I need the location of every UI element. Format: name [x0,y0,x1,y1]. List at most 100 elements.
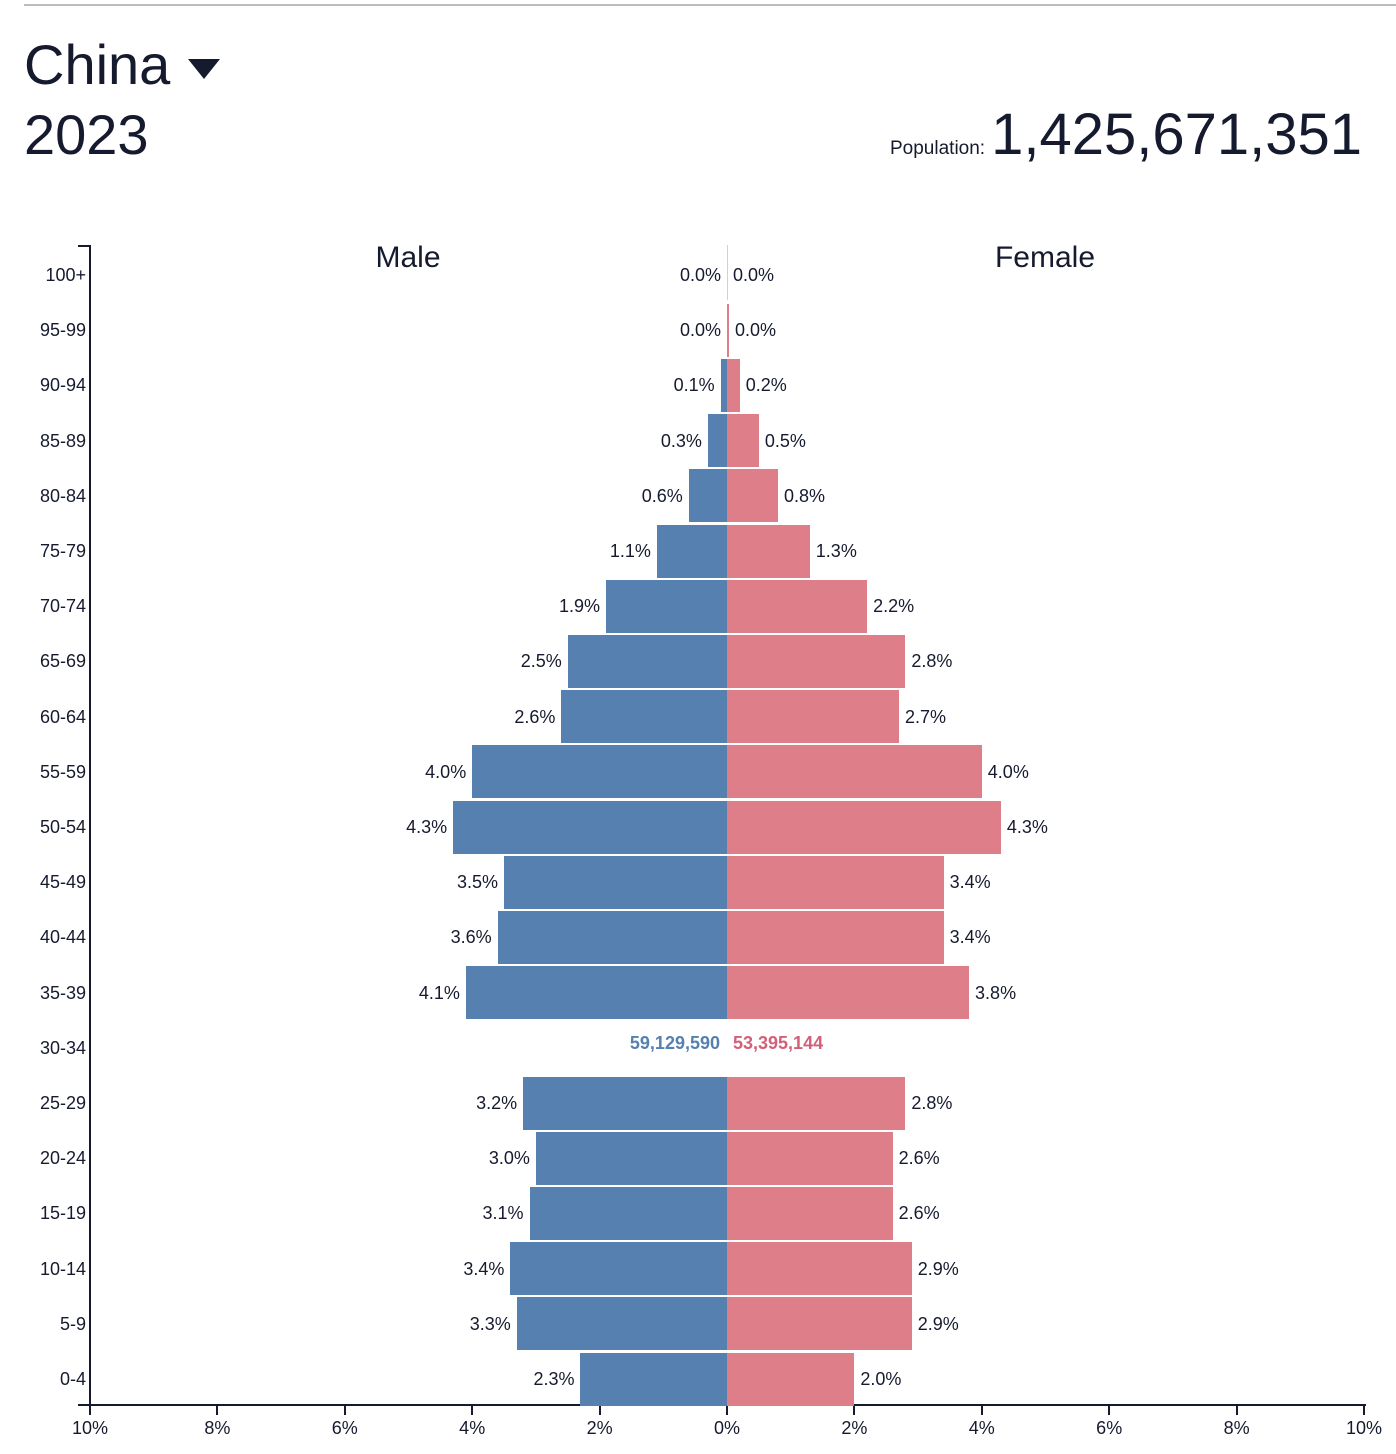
male-value-label: 0.1% [673,375,715,396]
female-bar-65-69[interactable] [727,634,906,688]
male-value-label: 0.3% [660,430,702,451]
y-axis-label-70-74: 70-74 [39,596,86,617]
x-axis-tick-label: 4% [968,1418,995,1438]
country-selector[interactable]: China [24,30,221,100]
y-axis-label-75-79: 75-79 [39,541,86,561]
y-axis-label-80-84: 80-84 [39,485,86,506]
female-bar-15-19[interactable] [727,1186,893,1240]
x-axis-tick [1235,1405,1238,1415]
female-bar-10-14[interactable] [727,1242,912,1296]
y-axis-label-100+: 100+ [45,265,86,285]
x-axis-tick [1108,1405,1111,1415]
caret-down-icon[interactable] [188,59,221,79]
female-bar-75-79[interactable] [727,524,810,578]
y-axis-label-10-14: 10-14 [39,1258,86,1279]
male-bar-10-14[interactable] [510,1242,727,1296]
y-axis-top-tick [78,245,90,247]
female-bar-60-64[interactable] [727,690,899,744]
year-label: 2023 [24,103,149,166]
female-value-label: 2.9% [917,1313,959,1334]
top-divider [24,4,1396,6]
female-value-label: 0.0% [733,265,775,285]
female-bar-25-29[interactable] [727,1076,906,1130]
female-value-label: 2.6% [898,1148,940,1169]
y-axis-label-45-49: 45-49 [39,872,86,893]
female-bar-70-74[interactable] [727,579,868,633]
male-bar-45-49[interactable] [504,855,727,909]
female-bar-80-84[interactable] [727,469,778,523]
x-axis-tick-label: 8% [1223,1418,1250,1438]
male-bar-85-89[interactable] [707,414,727,468]
y-axis-label-5-9: 5-9 [59,1313,86,1334]
y-axis-label-50-54: 50-54 [39,817,86,837]
female-bar-95-99[interactable] [727,303,729,357]
female-bar-35-39[interactable] [727,966,970,1020]
male-bar-80-84[interactable] [688,469,727,523]
y-axis-label-20-24: 20-24 [39,1148,86,1169]
male-value-label: 3.2% [476,1093,518,1113]
female-value-label: 0.2% [745,375,787,396]
male-value-label: 4.3% [406,817,448,837]
female-legend-title: Female [994,241,1096,274]
female-value-label: 2.7% [904,706,947,727]
female-value-label: 2.8% [911,1093,953,1113]
male-bar-65-69[interactable] [567,634,727,688]
female-bar-85-89[interactable] [727,414,759,468]
female-bar-90-94[interactable] [727,358,740,412]
female-value-label: 0.0% [735,320,777,341]
female-bar-5-9[interactable] [727,1297,912,1351]
male-bar-75-79[interactable] [656,524,727,578]
female-value-label: 2.0% [860,1369,902,1389]
female-value-label: 4.3% [1006,817,1048,837]
x-axis-tick [1363,1405,1365,1415]
male-value-label: 1.1% [609,541,651,561]
male-value-label: 1.9% [558,596,600,617]
male-bar-25-29[interactable] [523,1076,727,1130]
male-bar-5-9[interactable] [516,1297,727,1351]
y-axis-label-15-19: 15-19 [39,1203,86,1224]
male-bar-20-24[interactable] [535,1131,727,1185]
male-value-label: 4.1% [418,982,460,1003]
y-axis-line [89,245,91,1407]
x-axis-tick [89,1405,91,1415]
female-value-label: 2.6% [898,1203,940,1224]
male-value-label: 3.0% [488,1148,530,1169]
male-value-label: 0.0% [679,265,721,285]
y-axis-label-0-4: 0-4 [59,1369,86,1389]
male-bar-70-74[interactable] [605,579,727,633]
female-bar-45-49[interactable] [727,855,944,909]
x-axis-tick [216,1405,219,1415]
female-bar-40-44[interactable] [727,910,944,964]
male-bar-60-64[interactable] [561,690,727,744]
female-bar-20-24[interactable] [727,1131,893,1185]
female-value-label: 2.9% [917,1258,959,1279]
country-name: China [24,33,171,96]
y-axis-label-85-89: 85-89 [39,430,86,451]
male-value-label: 2.6% [514,706,556,727]
female-bar-50-54[interactable] [727,800,1001,854]
female-bar-55-59[interactable] [727,745,982,799]
female-bar-0-4[interactable] [727,1352,855,1406]
male-bar-90-94[interactable] [720,358,727,412]
x-axis-tick [471,1405,474,1415]
male-bar-40-44[interactable] [497,910,727,964]
male-bar-35-39[interactable] [465,966,727,1020]
female-value-label: 0.5% [764,430,806,451]
x-axis-tick [598,1405,601,1415]
male-bar-55-59[interactable] [472,745,727,799]
x-axis-tick-label: 10% [71,1418,109,1438]
male-bar-0-4[interactable] [580,1352,727,1406]
x-axis-tick-label: 6% [1096,1418,1123,1438]
male-value-label: 3.1% [482,1203,524,1224]
female-value-label: 2.8% [911,651,953,672]
male-bar-50-54[interactable] [453,800,727,854]
y-axis-label-25-29: 25-29 [39,1093,86,1113]
female-value-label: 2.2% [873,596,915,617]
male-bar-15-19[interactable] [529,1186,727,1240]
male-value-label: 2.5% [520,651,562,672]
population-value: 1,425,671,351 [991,102,1362,167]
female-value-label: 3.4% [949,927,991,948]
male-count-tooltip: 59,129,590 [629,1033,720,1053]
population-summary: Population: 1,425,671,351 [890,100,1362,170]
